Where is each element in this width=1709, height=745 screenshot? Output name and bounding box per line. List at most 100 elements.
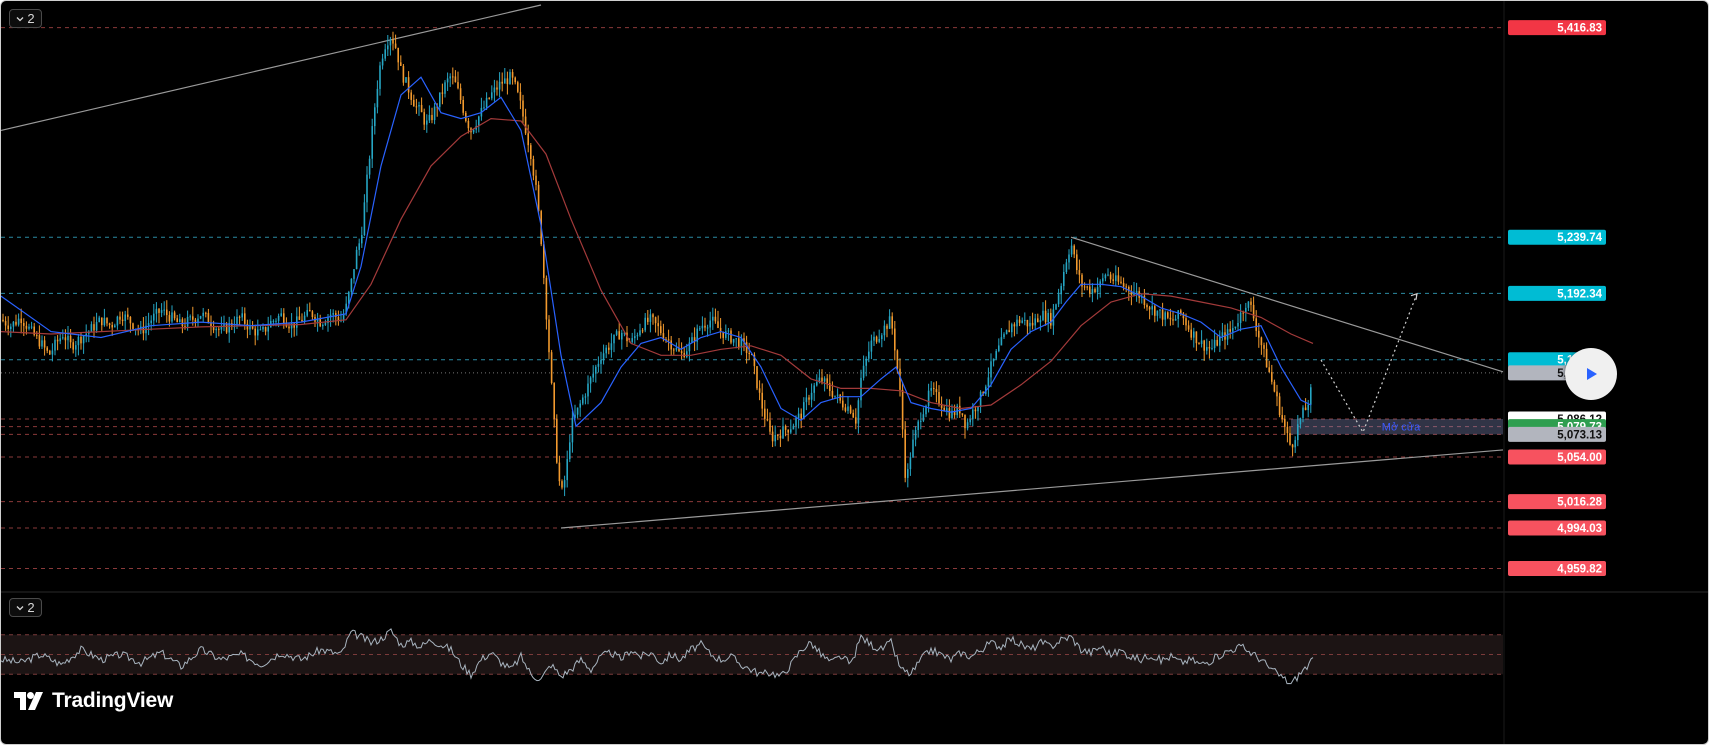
candle-body — [2, 319, 4, 322]
candle-body — [782, 426, 784, 439]
candle-body — [93, 324, 95, 331]
candle-body — [878, 339, 880, 342]
candle-body — [1011, 324, 1013, 333]
candle-body — [150, 320, 152, 324]
candle-body — [1005, 330, 1008, 335]
candle-body — [787, 429, 789, 433]
candle-body — [589, 377, 592, 384]
candle-body — [597, 363, 600, 367]
price-label-bg — [1508, 20, 1606, 36]
candle-body — [769, 420, 771, 432]
main-pane-count: 2 — [27, 11, 35, 26]
candle-body — [262, 326, 264, 330]
candle-body — [998, 345, 1000, 352]
candle-body — [381, 58, 384, 66]
collapse-rsi-pane-button[interactable]: 2 — [9, 598, 42, 617]
candle-body — [592, 373, 594, 378]
candle-body — [961, 413, 964, 415]
candle-body — [722, 331, 724, 338]
tradingview-logo[interactable]: TradingView — [14, 689, 173, 713]
candle-body — [1278, 396, 1281, 416]
candle-body — [1128, 286, 1130, 292]
candle-body — [1164, 312, 1166, 320]
candle-body — [397, 47, 399, 63]
price-label-bg — [1508, 426, 1606, 442]
candle-body — [472, 129, 475, 133]
candle-body — [1159, 309, 1161, 311]
candle-body — [571, 417, 574, 443]
candle-body — [238, 316, 241, 318]
candle-body — [1156, 310, 1159, 316]
candle-body — [1154, 306, 1156, 316]
play-button[interactable] — [1565, 348, 1617, 400]
candle-body — [119, 316, 121, 320]
open-zone-label: Mở cửa — [1382, 422, 1421, 434]
candle-body — [790, 429, 792, 433]
candle-body — [953, 410, 956, 416]
candle-body — [543, 244, 545, 278]
candle-body — [288, 326, 290, 329]
candle-body — [259, 329, 262, 331]
candle-body — [712, 316, 714, 321]
candle-body — [777, 435, 779, 437]
candle-body — [1281, 415, 1283, 419]
candle-body — [654, 317, 657, 324]
candle-body — [506, 78, 509, 85]
candle-body — [1143, 295, 1146, 305]
candle-body — [147, 323, 150, 326]
candle-body — [509, 72, 511, 85]
candle-body — [1203, 340, 1205, 351]
candle-body — [862, 365, 865, 378]
trendline — [1, 4, 542, 132]
price-axis: 5,416.835,239.745,192.345,136.235,125.12… — [1508, 20, 1606, 576]
candle-body — [415, 106, 418, 108]
candle-body — [766, 418, 769, 421]
candle-body — [688, 342, 691, 352]
candle-body — [101, 317, 103, 326]
candle-body — [1031, 322, 1034, 326]
candle-body — [1211, 348, 1213, 350]
candle-body — [764, 408, 766, 419]
candle-body — [1177, 310, 1179, 319]
candle-body — [410, 92, 412, 100]
candle-body — [158, 308, 160, 313]
candle-body — [636, 335, 639, 337]
candle-body — [488, 97, 490, 99]
candle-body — [860, 377, 862, 401]
candle-body — [114, 325, 116, 328]
candle-body — [992, 358, 995, 362]
candle-body — [800, 413, 802, 419]
candle-body — [530, 145, 532, 160]
candle-body — [306, 310, 308, 316]
candle-body — [1122, 283, 1125, 287]
candle-body — [938, 392, 940, 404]
candle-body — [826, 378, 828, 384]
candle-body — [1047, 313, 1049, 323]
candle-body — [249, 325, 251, 330]
collapse-main-pane-button[interactable]: 2 — [9, 9, 42, 28]
candle-body — [579, 403, 581, 408]
candle-body — [244, 313, 246, 324]
candle-body — [914, 430, 917, 440]
candle-body — [735, 338, 737, 340]
candle-body — [454, 76, 457, 83]
candle-body — [449, 76, 451, 79]
candle-body — [280, 313, 282, 316]
candle-body — [413, 99, 415, 107]
candle-body — [675, 347, 678, 350]
open-zone: Mở cửa — [1291, 419, 1503, 435]
candle-body — [17, 318, 20, 325]
candle-body — [1065, 262, 1068, 272]
candle-body — [519, 91, 522, 101]
candle-body — [207, 313, 210, 324]
candle-body — [277, 315, 280, 321]
candle-body — [1180, 310, 1182, 314]
projection-line — [1320, 293, 1418, 434]
candle-body — [189, 316, 191, 318]
candle-body — [576, 407, 579, 415]
candle-body — [844, 407, 847, 411]
candle-body — [701, 325, 704, 329]
candle-body — [792, 425, 795, 430]
candle-body — [758, 388, 761, 393]
